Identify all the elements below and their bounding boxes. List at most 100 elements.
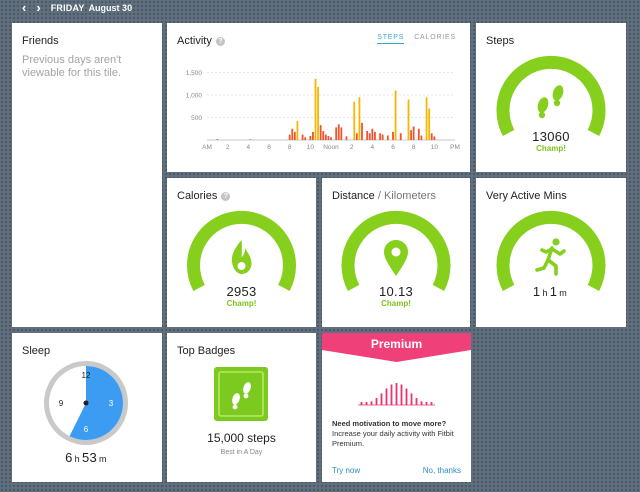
x-tick-label: 10 xyxy=(307,144,315,151)
steps-tile[interactable]: Steps 13060 Champ! xyxy=(476,23,626,172)
sleep-tile[interactable]: Sleep 12 3 6 9 6 h 53 m xyxy=(12,333,162,482)
very-active-minutes: 1 xyxy=(549,284,558,299)
calories-tile[interactable]: Calories? 2953 Champ! xyxy=(167,178,316,327)
activity-bar xyxy=(312,131,314,140)
activity-chart: 500 1,000 1,500 AM 2 4 6 8 10 Noon 2 4 6 8 10 PM xyxy=(186,70,460,151)
activity-title: Activity? xyxy=(177,35,225,47)
steps-value: 13060 xyxy=(532,129,570,144)
premium-message: Need motivation to move more? Increase y… xyxy=(332,419,464,449)
activity-bar xyxy=(417,128,420,140)
activity-bar xyxy=(412,126,415,140)
tab-calories[interactable]: CALORIES xyxy=(414,34,456,41)
premium-bar xyxy=(400,384,403,405)
distance-ring xyxy=(341,210,451,291)
activity-bar xyxy=(386,135,389,140)
activity-bar xyxy=(317,86,319,140)
info-icon[interactable]: ? xyxy=(215,37,225,46)
x-tick-label: PM xyxy=(450,144,460,151)
activity-bar xyxy=(324,134,327,140)
premium-bar xyxy=(370,401,373,405)
clock-label-12: 12 xyxy=(82,371,91,380)
info-icon[interactable]: ? xyxy=(221,192,231,201)
date-nav-bar: ‹ › FRIDAY August 30 xyxy=(0,0,640,16)
very-active-m-unit: m xyxy=(559,288,568,298)
premium-tile[interactable]: Premium Need motivation to move more? In… xyxy=(322,333,471,482)
sleep-hours: 6 xyxy=(65,450,73,465)
day-label: FRIDAY xyxy=(50,3,85,13)
calories-status: Champ! xyxy=(226,299,257,308)
x-tick-label: AM xyxy=(202,144,212,151)
activity-bar xyxy=(407,99,410,140)
activity-bar xyxy=(337,124,340,140)
very-active-ring xyxy=(496,210,606,291)
friends-message: Previous days aren't viewable for this t… xyxy=(22,54,122,79)
activity-bar xyxy=(340,127,343,140)
x-tick-label: 2 xyxy=(226,144,230,151)
activity-bar xyxy=(309,135,312,140)
activity-bar xyxy=(353,101,356,140)
premium-bar xyxy=(365,402,368,405)
try-now-link[interactable]: Try now xyxy=(332,466,361,475)
no-thanks-link[interactable]: No, thanks xyxy=(422,466,461,475)
activity-bar xyxy=(288,134,291,140)
premium-bar xyxy=(410,393,413,405)
premium-bar xyxy=(425,402,428,405)
tab-steps[interactable]: STEPS xyxy=(377,34,405,44)
calories-value: 2953 xyxy=(226,284,257,299)
badge-label: 15,000 steps xyxy=(207,431,276,445)
premium-bar xyxy=(360,402,363,405)
friends-title: Friends xyxy=(22,35,59,47)
activity-bar xyxy=(304,137,307,140)
very-active-h-unit: h xyxy=(542,288,548,298)
activity-bar xyxy=(358,97,361,140)
activity-bar xyxy=(394,90,397,140)
chevron-left-icon[interactable]: ‹ xyxy=(22,0,27,15)
flame-icon xyxy=(231,240,252,274)
calories-ring xyxy=(187,210,296,291)
activity-bar xyxy=(319,125,322,140)
steps-ring xyxy=(496,55,606,136)
y-tick-label: 500 xyxy=(191,115,202,122)
y-tick-label: 1,000 xyxy=(186,93,203,100)
activity-bar xyxy=(345,136,348,140)
activity-bar xyxy=(430,133,433,140)
clock-label-6: 6 xyxy=(84,425,89,434)
premium-question: Need motivation to move more? xyxy=(332,419,447,428)
activity-bar xyxy=(314,78,317,140)
activity-bar xyxy=(361,122,363,140)
x-tick-label: 6 xyxy=(267,144,271,151)
activity-bar xyxy=(296,121,299,140)
calories-title-text: Calories xyxy=(177,190,218,202)
activity-bar xyxy=(392,131,394,140)
sleep-minutes: 53 xyxy=(81,450,98,465)
activity-bar xyxy=(249,139,252,140)
activity-bar xyxy=(366,131,369,140)
activity-tile[interactable]: Activity? STEPS CALORIES 500 1,000 1,500 AM 2… xyxy=(167,23,470,172)
sleep-value: 6 h 53 m xyxy=(12,450,162,465)
premium-title: Premium xyxy=(370,337,423,351)
premium-bar xyxy=(385,388,388,405)
distance-unit: Kilometers xyxy=(383,190,436,202)
friends-tile[interactable]: Friends Previous days aren't viewable fo… xyxy=(12,23,162,327)
activity-bar xyxy=(293,131,296,140)
activity-bar xyxy=(330,137,332,140)
distance-title: Distance / Kilometers xyxy=(332,190,436,202)
x-tick-label: 8 xyxy=(412,144,416,151)
distance-tile[interactable]: Distance / Kilometers 10.13 Champ! xyxy=(322,178,470,327)
chevron-right-icon[interactable]: › xyxy=(36,0,41,15)
footprints-badge-icon xyxy=(214,367,268,421)
distance-value: 10.13 xyxy=(378,284,414,299)
badges-tile[interactable]: Top Badges 15,000 steps Best in A Day xyxy=(167,333,316,482)
premium-bar xyxy=(430,402,433,405)
x-tick-label: 4 xyxy=(371,144,375,151)
distance-separator: / xyxy=(374,190,384,202)
activity-bar xyxy=(301,134,304,140)
clock-label-9: 9 xyxy=(59,399,64,408)
x-tick-label: 2 xyxy=(350,144,354,151)
calories-title: Calories? xyxy=(177,190,231,202)
activity-bar xyxy=(381,134,384,140)
activity-bar xyxy=(368,133,371,140)
activity-bar xyxy=(216,139,219,140)
